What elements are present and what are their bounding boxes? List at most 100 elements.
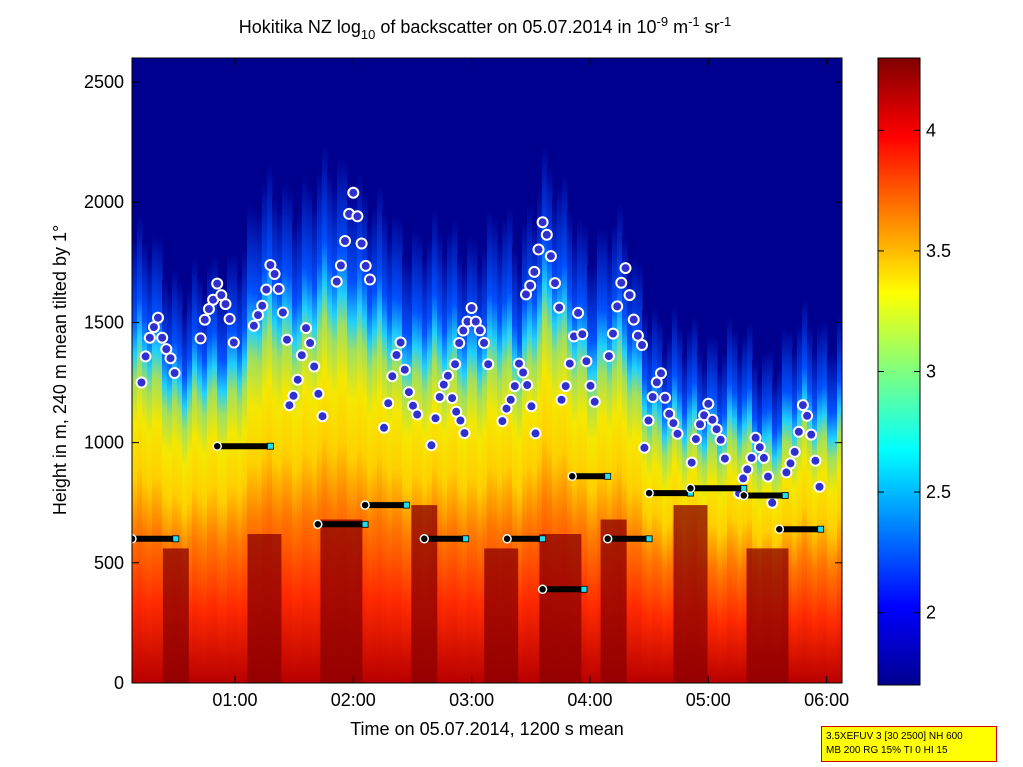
layer-marker	[156, 331, 169, 344]
layer-marker	[623, 289, 636, 302]
x-tick-label: 03:00	[449, 690, 494, 710]
layer-marker	[580, 355, 593, 368]
layer-marker	[792, 425, 805, 438]
heatmap-column	[517, 266, 523, 683]
heatmap-column	[637, 261, 643, 683]
layer-marker	[655, 367, 667, 380]
layer-marker	[223, 312, 236, 325]
layer-marker	[291, 373, 304, 386]
heatmap-column	[542, 146, 548, 683]
layer-marker	[813, 480, 826, 493]
chart-title: Hokitika NZ log10 of backscatter on 05.0…	[239, 14, 731, 42]
heatmap-column	[352, 194, 358, 683]
layer-marker	[359, 259, 372, 272]
heatmap-column	[762, 352, 768, 683]
segment-end-marker	[539, 535, 546, 543]
layer-marker	[252, 309, 264, 322]
segment-start-marker	[739, 490, 749, 501]
layer-marker	[517, 366, 530, 379]
layer-marker	[611, 300, 624, 313]
aerosol-plume	[162, 548, 189, 683]
layer-marker	[411, 408, 424, 421]
heatmap-column	[142, 240, 148, 683]
heatmap-column	[832, 352, 838, 683]
x-tick-label: 05:00	[686, 690, 731, 710]
x-tick-label: 02:00	[331, 690, 376, 710]
layer-marker	[402, 386, 415, 399]
heatmap-column	[212, 254, 218, 683]
heatmap-column	[787, 329, 793, 683]
layer-marker	[553, 301, 566, 314]
heatmap-column	[612, 223, 618, 683]
heatmap-column	[242, 248, 248, 683]
heatmap-column	[477, 266, 483, 683]
heatmap-column	[182, 309, 188, 683]
segment-end-marker	[403, 501, 410, 509]
segment-start-marker	[537, 584, 548, 595]
layer-marker	[659, 391, 672, 404]
layer-marker	[433, 391, 446, 403]
segment-start-marker	[132, 534, 137, 544]
heatmap-column	[417, 232, 423, 683]
layer-marker	[521, 379, 534, 391]
heatmap-column	[502, 218, 508, 683]
x-tick-label: 04:00	[567, 690, 612, 710]
layer-marker	[805, 428, 818, 441]
heatmap-column	[457, 254, 463, 683]
heatmap-column	[402, 255, 408, 683]
heatmap-column	[152, 232, 158, 683]
heatmap-column	[232, 253, 238, 683]
heatmap-column	[452, 218, 458, 683]
heatmap-column	[422, 255, 428, 683]
colorbar-tick-label: 3	[926, 362, 936, 382]
colorbar-gradient	[877, 57, 921, 686]
heatmap-column	[397, 216, 403, 683]
layer-marker	[334, 259, 347, 272]
layer-marker	[784, 457, 797, 470]
heatmap-column	[387, 234, 393, 683]
plot-area	[131, 57, 843, 684]
heatmap-column	[562, 173, 568, 683]
layer-marker	[504, 393, 517, 406]
heatmap-column	[622, 236, 628, 683]
layer-marker	[540, 228, 553, 241]
layer-marker	[308, 360, 321, 373]
heatmap-column	[162, 280, 168, 683]
layer-marker	[749, 431, 762, 444]
layer-marker	[283, 399, 296, 412]
layer-marker	[449, 358, 462, 371]
layer-marker	[508, 380, 521, 393]
layer-marker	[339, 235, 351, 247]
heatmap-column	[407, 259, 413, 683]
segment-start-marker	[419, 534, 430, 544]
layer-marker	[524, 279, 537, 292]
layer-marker	[351, 210, 364, 223]
aerosol-plume	[247, 534, 282, 683]
layer-marker	[636, 339, 648, 351]
heatmap-column	[362, 191, 368, 683]
aerosol-plume	[600, 519, 627, 683]
heatmap-column	[342, 158, 348, 683]
layer-detections	[132, 186, 826, 595]
segment-start-marker	[313, 519, 323, 530]
heatmap-column	[487, 209, 493, 683]
layer-marker	[304, 337, 317, 349]
layer-marker	[478, 336, 490, 349]
layer-marker	[268, 268, 281, 280]
heatmap-column	[692, 316, 698, 683]
layer-marker	[202, 303, 215, 315]
info-line-1: 3.5XEFUV 3 [30 2500] NH 600	[826, 731, 963, 742]
heatmap-column	[337, 157, 343, 683]
heatmap-column	[447, 230, 453, 683]
heatmap-column	[272, 195, 278, 683]
heatmap-column	[642, 310, 648, 683]
layer-marker	[287, 389, 300, 402]
heatmap-column	[522, 221, 528, 683]
layer-marker	[714, 433, 727, 446]
layer-marker	[663, 407, 676, 420]
layer-marker	[801, 409, 814, 422]
heatmap-column	[282, 181, 288, 683]
x-tick-label: 01:00	[212, 690, 257, 710]
heatmap-column	[582, 223, 588, 683]
heatmap-column	[532, 218, 538, 683]
